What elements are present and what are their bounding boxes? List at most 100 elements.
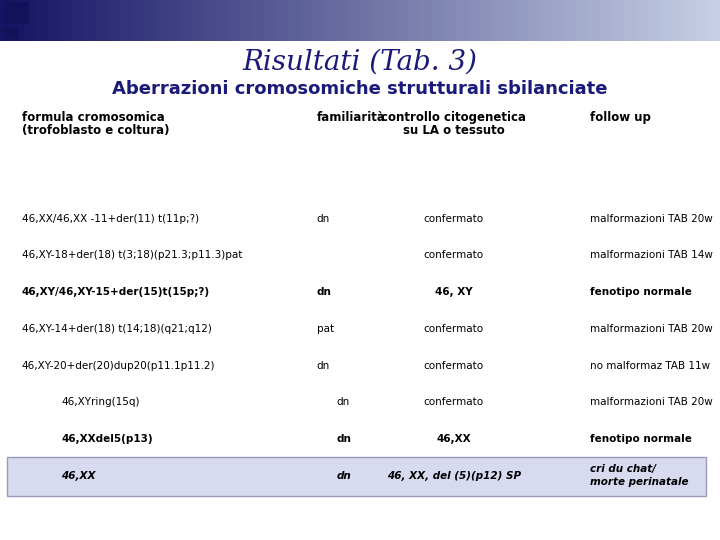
Text: malformazioni TAB 20w: malformazioni TAB 20w (590, 214, 713, 224)
Bar (192, 0, 205, 40)
Bar (696, 0, 709, 40)
Text: confermato: confermato (423, 251, 484, 260)
Bar (384, 0, 397, 40)
Text: fenotipo normale: fenotipo normale (590, 287, 692, 297)
Bar (84, 0, 97, 40)
Bar (576, 0, 590, 40)
Text: 46,XX: 46,XX (61, 471, 96, 481)
Text: 46,XXdel5(p13): 46,XXdel5(p13) (61, 434, 153, 444)
Bar (588, 0, 601, 40)
Bar (60, 0, 73, 40)
Bar (120, 0, 133, 40)
Bar (264, 0, 277, 40)
Text: confermato: confermato (423, 324, 484, 334)
Bar (540, 0, 554, 40)
Text: no malformaz TAB 11w: no malformaz TAB 11w (590, 361, 711, 370)
Text: cri du chat/
morte perinatale: cri du chat/ morte perinatale (590, 464, 689, 487)
Bar (504, 0, 518, 40)
Text: pat: pat (317, 324, 334, 334)
Bar (600, 0, 613, 40)
Bar (444, 0, 457, 40)
Bar (468, 0, 482, 40)
Bar (204, 0, 217, 40)
Bar (168, 0, 181, 40)
Bar (612, 0, 626, 40)
Bar (672, 0, 685, 40)
Bar (240, 0, 253, 40)
Text: 46,XY-14+der(18) t(14;18)(q21;q12): 46,XY-14+der(18) t(14;18)(q21;q12) (22, 324, 212, 334)
Text: confermato: confermato (423, 361, 484, 370)
Bar (684, 0, 698, 40)
Text: 46, XY: 46, XY (435, 287, 472, 297)
Bar (180, 0, 194, 40)
Text: Aberrazioni cromosomiche strutturali sbilanciate: Aberrazioni cromosomiche strutturali sbi… (112, 80, 608, 98)
Bar (480, 0, 493, 40)
Text: 46,XY-20+der(20)dup20(p11.1p11.2): 46,XY-20+der(20)dup20(p11.1p11.2) (22, 361, 215, 370)
Bar (396, 0, 410, 40)
Text: familiarità: familiarità (317, 111, 386, 124)
Text: 46,XY/46,XY-15+der(15)t(15p;?): 46,XY/46,XY-15+der(15)t(15p;?) (22, 287, 210, 297)
Text: 46, XX, del (5)(p12) SP: 46, XX, del (5)(p12) SP (387, 471, 521, 481)
Bar (36, 0, 50, 40)
Bar (456, 0, 469, 40)
Bar (708, 0, 720, 40)
Bar (336, 0, 349, 40)
Bar (528, 0, 541, 40)
Text: follow up: follow up (590, 111, 652, 124)
Text: malformazioni TAB 20w: malformazioni TAB 20w (590, 324, 713, 334)
Text: fenotipo normale: fenotipo normale (590, 434, 692, 444)
Bar (156, 0, 169, 40)
Text: dn: dn (337, 471, 351, 481)
Bar (516, 0, 529, 40)
Bar (4, 2, 29, 24)
Text: formula cromosomica: formula cromosomica (22, 111, 164, 124)
Bar (252, 0, 266, 40)
Bar (132, 0, 145, 40)
Bar (72, 0, 86, 40)
Text: su LA o tessuto: su LA o tessuto (402, 124, 505, 137)
Bar (300, 0, 313, 40)
Text: dn: dn (317, 287, 332, 297)
Bar (288, 0, 302, 40)
Bar (432, 0, 446, 40)
Text: (trofoblasto e coltura): (trofoblasto e coltura) (22, 124, 169, 137)
Bar (552, 0, 565, 40)
Text: 46,XYring(15q): 46,XYring(15q) (61, 397, 140, 407)
Bar (24, 0, 37, 40)
Bar (348, 0, 361, 40)
Bar (0, 0, 14, 40)
Bar (372, 0, 385, 40)
Bar (564, 0, 577, 40)
Text: confermato: confermato (423, 214, 484, 224)
Text: dn: dn (317, 361, 330, 370)
Bar (108, 0, 122, 40)
Text: dn: dn (317, 214, 330, 224)
Bar (648, 0, 662, 40)
Bar (420, 0, 433, 40)
Text: controllo citogenetica: controllo citogenetica (381, 111, 526, 124)
Text: 46,XX/46,XX -11+der(11) t(11p;?): 46,XX/46,XX -11+der(11) t(11p;?) (22, 214, 199, 224)
Bar (4, 27, 19, 39)
Bar (96, 0, 109, 40)
Bar (636, 0, 649, 40)
Text: malformazioni TAB 20w: malformazioni TAB 20w (590, 397, 713, 407)
Bar (624, 0, 637, 40)
Bar (360, 0, 374, 40)
Bar (660, 0, 673, 40)
Bar (228, 0, 241, 40)
Text: dn: dn (337, 397, 350, 407)
Bar (216, 0, 230, 40)
Text: confermato: confermato (423, 397, 484, 407)
Bar (48, 0, 61, 40)
Text: malformazioni TAB 14w: malformazioni TAB 14w (590, 251, 714, 260)
Text: Risultati (Tab. 3): Risultati (Tab. 3) (243, 49, 477, 76)
Bar (408, 0, 421, 40)
Bar (276, 0, 289, 40)
Bar (7, 457, 706, 496)
Text: 46,XX: 46,XX (436, 434, 471, 444)
Bar (144, 0, 158, 40)
Text: 46,XY-18+der(18) t(3;18)(p21.3;p11.3)pat: 46,XY-18+der(18) t(3;18)(p21.3;p11.3)pat (22, 251, 242, 260)
Bar (324, 0, 338, 40)
Text: dn: dn (337, 434, 351, 444)
Bar (492, 0, 505, 40)
